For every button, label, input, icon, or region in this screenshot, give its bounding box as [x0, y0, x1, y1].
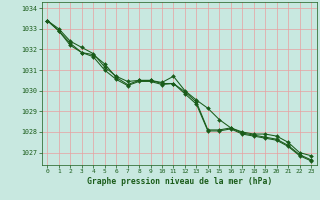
X-axis label: Graphe pression niveau de la mer (hPa): Graphe pression niveau de la mer (hPa) — [87, 177, 272, 186]
